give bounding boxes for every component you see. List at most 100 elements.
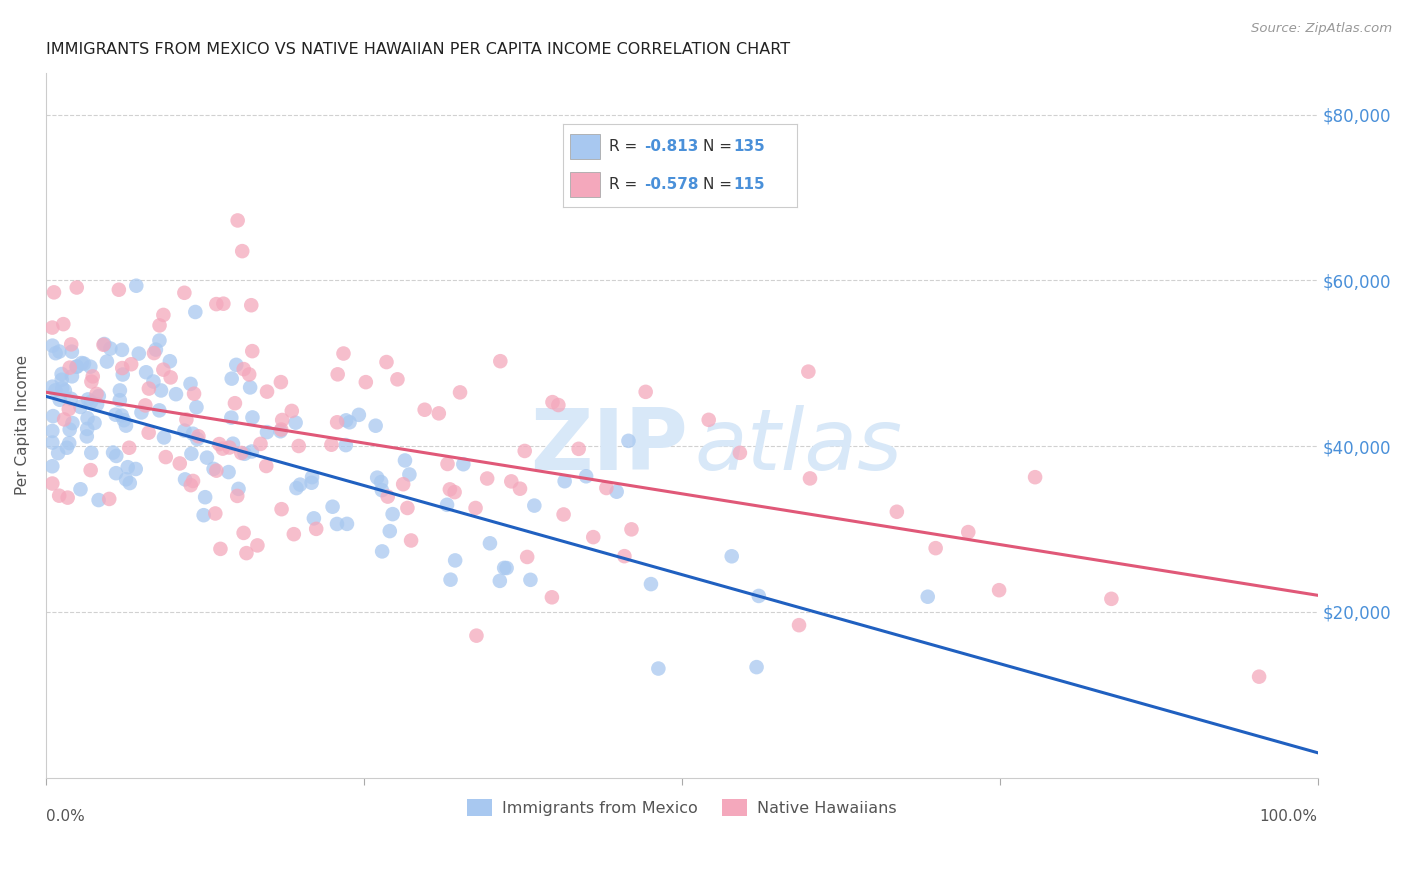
Point [143, 346, 166, 360]
FancyBboxPatch shape [569, 134, 600, 159]
Point [79, 463, 101, 477]
Point [488, 574, 510, 588]
Point [249, 437, 271, 451]
Point [568, 442, 591, 456]
Point [378, 524, 401, 538]
Point [233, 447, 256, 461]
Point [138, 425, 160, 440]
Point [108, 384, 131, 398]
Point [135, 365, 157, 379]
Point [494, 561, 516, 575]
Point [41, 435, 63, 450]
Point [283, 527, 305, 541]
Point [105, 449, 128, 463]
Point [322, 500, 344, 514]
Point [86, 397, 108, 411]
Point [501, 475, 523, 489]
Point [145, 343, 167, 357]
Point [76, 411, 98, 425]
Point [134, 398, 156, 412]
Point [87, 389, 110, 403]
Point [381, 507, 404, 521]
Point [117, 460, 139, 475]
Point [111, 409, 134, 423]
Point [231, 446, 253, 460]
Point [799, 471, 821, 485]
Point [59, 360, 82, 375]
Point [194, 490, 217, 504]
Point [464, 500, 486, 515]
Point [226, 489, 249, 503]
Point [301, 470, 323, 484]
Point [165, 387, 187, 401]
Point [1249, 670, 1271, 684]
Point [745, 660, 768, 674]
Point [575, 469, 598, 483]
Point [93, 337, 115, 351]
Point [254, 458, 277, 473]
Point [449, 385, 471, 400]
Point [60, 369, 83, 384]
Point [87, 493, 110, 508]
Point [240, 444, 263, 458]
Point [287, 439, 309, 453]
Point [392, 477, 415, 491]
Point [169, 457, 191, 471]
Point [242, 410, 264, 425]
Point [58, 402, 80, 417]
Point [42, 285, 65, 300]
Point [48, 489, 70, 503]
Point [271, 413, 294, 427]
Point [398, 467, 420, 482]
Point [80, 446, 103, 460]
Point [595, 481, 617, 495]
Point [387, 372, 409, 386]
Point [728, 446, 751, 460]
Point [111, 343, 134, 357]
Point [41, 459, 63, 474]
Point [326, 368, 349, 382]
Point [179, 376, 201, 391]
Point [83, 416, 105, 430]
Point [112, 413, 135, 427]
Point [138, 382, 160, 396]
Point [787, 618, 810, 632]
Point [221, 410, 243, 425]
Point [232, 362, 254, 376]
Point [96, 354, 118, 368]
Point [211, 442, 233, 456]
Point [205, 297, 228, 311]
Point [202, 462, 225, 476]
Point [77, 392, 100, 407]
Y-axis label: Per Capita Income: Per Capita Income [15, 355, 30, 495]
Point [105, 466, 128, 480]
Point [153, 430, 176, 444]
Point [181, 474, 204, 488]
Point [439, 483, 461, 497]
Point [111, 368, 134, 382]
Point [66, 359, 89, 374]
Point [371, 544, 394, 558]
Point [354, 375, 377, 389]
Point [41, 338, 63, 352]
Point [60, 337, 83, 351]
Point [212, 296, 235, 310]
Point [443, 485, 465, 500]
Point [205, 464, 228, 478]
Point [370, 475, 392, 489]
Point [399, 533, 422, 548]
Point [222, 436, 245, 450]
Point [523, 499, 546, 513]
Text: ZIP: ZIP [530, 405, 688, 488]
Point [301, 475, 323, 490]
Point [118, 441, 141, 455]
Point [193, 508, 215, 523]
Point [51, 367, 73, 381]
Point [48, 392, 70, 407]
Point [150, 384, 173, 398]
Point [45, 346, 67, 360]
Text: -0.813: -0.813 [644, 139, 699, 154]
Point [886, 505, 908, 519]
Point [65, 359, 87, 374]
Point [42, 409, 65, 423]
